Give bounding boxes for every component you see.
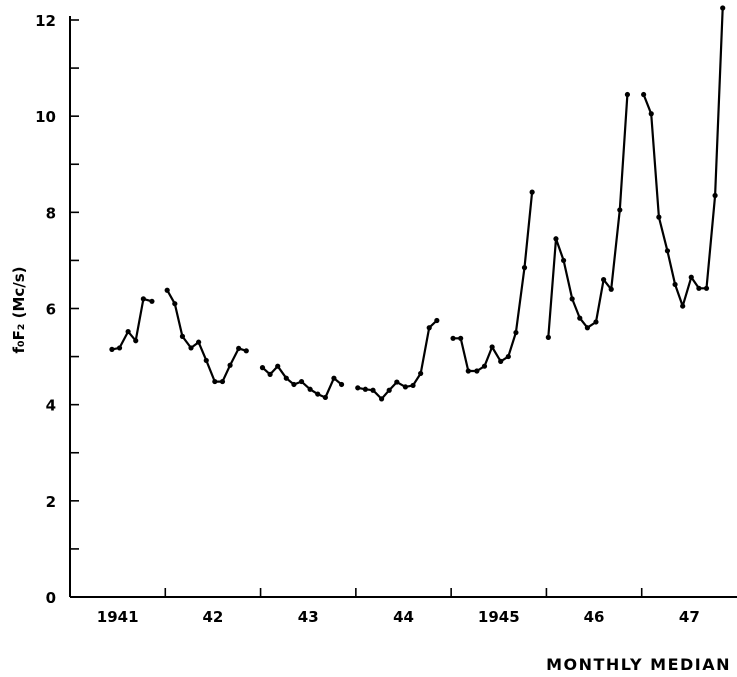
data-point <box>298 378 305 385</box>
data-point <box>355 385 361 391</box>
y-tick-label: 4 <box>46 397 56 415</box>
data-point <box>545 334 551 340</box>
data-point <box>465 368 471 374</box>
data-point <box>560 257 567 264</box>
x-tick-label: 43 <box>298 608 319 626</box>
data-point <box>489 344 495 350</box>
data-point <box>680 303 686 309</box>
series-line-segment <box>111 297 153 351</box>
data-point <box>569 296 575 302</box>
series-line-segment <box>547 94 629 338</box>
data-point <box>458 335 464 341</box>
data-point <box>394 379 400 385</box>
y-tick-label: 10 <box>35 108 56 126</box>
x-tick-label: 1945 <box>478 608 520 626</box>
y-tick-label: 2 <box>46 493 56 511</box>
x-tick-label: 46 <box>584 608 605 626</box>
data-point <box>474 368 480 374</box>
data-point <box>450 335 456 341</box>
data-point <box>291 381 297 388</box>
data-point <box>641 91 647 98</box>
data-point <box>672 281 678 288</box>
data-point <box>243 348 249 354</box>
data-point <box>418 370 424 377</box>
data-point <box>386 387 392 393</box>
data-point <box>322 394 328 401</box>
data-point <box>212 378 218 385</box>
series-line-segment <box>642 7 724 308</box>
data-point <box>172 301 178 307</box>
x-tick-label: 47 <box>679 608 700 626</box>
data-point <box>521 265 528 271</box>
data-point <box>601 277 607 283</box>
data-point <box>378 396 385 402</box>
data-point <box>720 5 726 11</box>
data-point <box>109 346 115 352</box>
data-point <box>338 381 345 388</box>
series-line-segment <box>166 289 247 383</box>
data-point <box>219 378 226 385</box>
data-point <box>434 317 440 324</box>
data-point <box>179 333 186 339</box>
data-point <box>481 363 488 369</box>
data-point <box>696 285 702 291</box>
x-tick-label: 42 <box>202 608 223 626</box>
data-point <box>125 328 131 335</box>
data-point <box>164 287 170 293</box>
data-point <box>227 362 233 368</box>
y-tick-label: 8 <box>46 204 56 222</box>
data-point <box>370 387 376 393</box>
y-axis-label: f₀F₂ (Mc/s) <box>10 266 28 353</box>
x-tick-label: 1941 <box>97 608 139 626</box>
data-point <box>498 358 504 364</box>
x-tick-label: 44 <box>393 608 414 626</box>
data-point <box>116 345 123 351</box>
series-line-segment <box>357 319 438 400</box>
data-point <box>529 189 535 195</box>
data-point <box>362 386 368 392</box>
data-point <box>624 91 631 98</box>
data-point <box>712 192 718 199</box>
series-line-segment <box>453 191 534 373</box>
data-point <box>267 371 273 377</box>
data-point <box>331 375 337 381</box>
data-point <box>553 236 559 242</box>
data-point <box>203 357 209 364</box>
data-point <box>402 384 409 390</box>
data-point <box>410 382 416 389</box>
series-marks <box>109 5 726 402</box>
data-point <box>259 365 266 371</box>
x-axis-caption: MONTHLY MEDIAN <box>546 655 731 674</box>
data-point <box>648 111 654 117</box>
data-point <box>426 325 432 331</box>
data-point <box>664 248 671 254</box>
data-point <box>315 391 321 397</box>
data-point <box>688 274 694 280</box>
y-tick-label: 12 <box>35 12 56 30</box>
data-point <box>140 296 146 302</box>
data-point <box>149 298 155 304</box>
data-point <box>505 353 511 360</box>
y-tick-label: 6 <box>46 301 56 319</box>
data-point <box>188 345 194 351</box>
data-point <box>577 315 583 321</box>
data-point <box>584 325 591 331</box>
data-point <box>593 319 599 325</box>
data-point <box>283 375 289 381</box>
data-point <box>608 286 614 292</box>
data-point <box>703 285 710 291</box>
data-point <box>656 214 662 220</box>
y-tick-label: 0 <box>46 589 56 607</box>
data-point <box>513 329 519 336</box>
data-point <box>275 363 281 369</box>
data-point <box>307 386 313 392</box>
data-point <box>133 338 139 344</box>
data-point <box>236 345 242 352</box>
data-point <box>617 207 623 213</box>
data-point <box>196 339 202 345</box>
